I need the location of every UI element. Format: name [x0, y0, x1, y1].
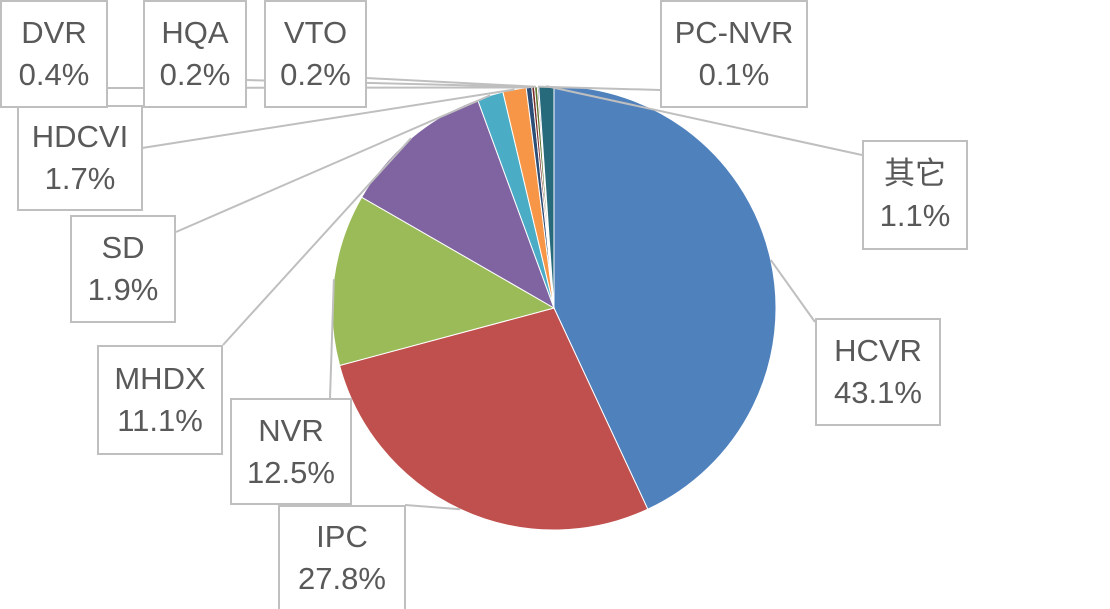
data-label-percent: 1.7% — [44, 161, 116, 196]
data-label-percent: 0.4% — [18, 57, 90, 92]
data-label-name: SD — [101, 230, 145, 265]
data-label-name: VTO — [283, 15, 348, 50]
leader-line-10 — [546, 85, 863, 156]
data-label-percent: 11.1% — [117, 403, 203, 438]
data-label-percent: 0.2% — [159, 57, 231, 92]
leader-line-4 — [175, 94, 491, 233]
data-label-name: DVR — [21, 15, 87, 50]
data-label-1: IPC 27.8% — [278, 505, 406, 609]
leader-line-3 — [222, 137, 412, 346]
data-label-7: HQA 0.2% — [143, 0, 247, 108]
data-label-6: DVR 0.4% — [0, 0, 108, 108]
data-label-percent: 12.5% — [247, 454, 335, 490]
data-label-name: IPC — [316, 519, 368, 554]
data-label-percent: 1.9% — [87, 272, 159, 307]
leader-line-2 — [329, 279, 335, 399]
data-label-10: 其它 1.1% — [862, 140, 968, 250]
leader-line-1 — [404, 504, 461, 511]
data-label-name: NVR — [258, 412, 324, 448]
leader-line-0 — [769, 259, 816, 323]
data-label-name: HQA — [161, 15, 229, 50]
data-label-9: PC-NVR 0.1% — [660, 0, 808, 108]
leader-line-9 — [537, 85, 661, 91]
data-label-percent: 27.8% — [298, 561, 386, 596]
data-label-2: NVR 12.5% — [230, 398, 352, 505]
data-label-percent: 1.1% — [879, 198, 951, 233]
data-label-percent: 0.2% — [280, 57, 351, 92]
data-label-name: PC-NVR — [674, 15, 794, 50]
data-label-8: VTO 0.2% — [264, 0, 367, 108]
pie-slice-0 — [553, 85, 777, 510]
data-label-0: HCVR 43.1% — [815, 318, 941, 426]
data-label-3: MHDX 11.1% — [97, 345, 223, 455]
data-label-5: HDCVI 1.7% — [17, 105, 143, 211]
data-label-4: SD 1.9% — [70, 215, 176, 323]
leader-line-8 — [365, 77, 536, 88]
data-label-name: MHDX — [114, 361, 206, 396]
data-label-percent: 0.1% — [698, 57, 770, 92]
leader-line-5 — [141, 88, 515, 149]
data-label-name: HDCVI — [31, 119, 129, 154]
data-label-name: 其它 — [884, 156, 946, 191]
data-label-name: HCVR — [834, 333, 922, 368]
data-label-percent: 43.1% — [834, 375, 922, 410]
